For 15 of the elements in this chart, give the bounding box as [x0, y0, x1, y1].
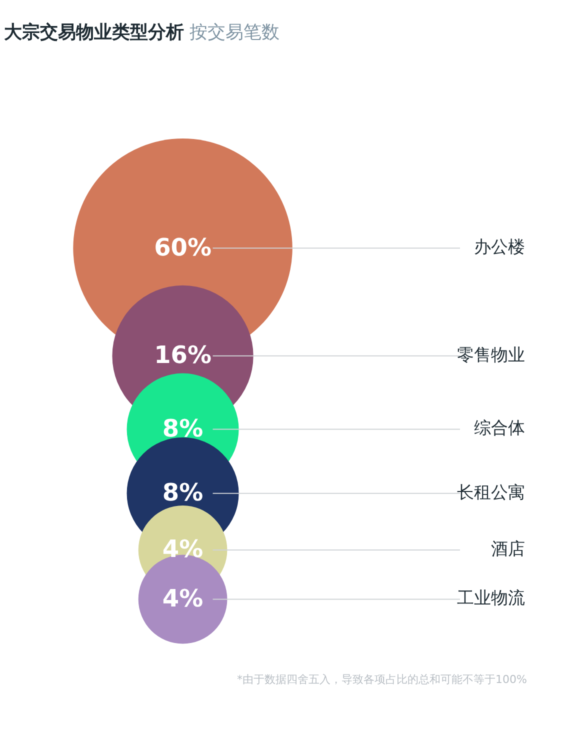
category-label: 长租公寓 — [457, 482, 525, 503]
data-label: 8% — [162, 478, 204, 507]
text: 按交易笔数 — [190, 22, 280, 43]
data-label: 8% — [162, 414, 204, 443]
data-label: 16% — [154, 341, 212, 370]
text: *由于数据四舍五入，导致各项占比的总和可能不等于100% — [237, 672, 527, 687]
category-label: 工业物流 — [457, 588, 525, 609]
text: 大宗交易物业类型分析 — [4, 22, 184, 43]
category-label: 办公楼 — [474, 238, 525, 258]
category-label: 综合体 — [474, 418, 525, 439]
data-label: 60% — [154, 233, 212, 262]
category-label: 酒店 — [491, 539, 525, 560]
category-label: 零售物业 — [457, 345, 525, 366]
data-label: 4% — [162, 584, 204, 612]
data-label: 4% — [162, 535, 204, 564]
